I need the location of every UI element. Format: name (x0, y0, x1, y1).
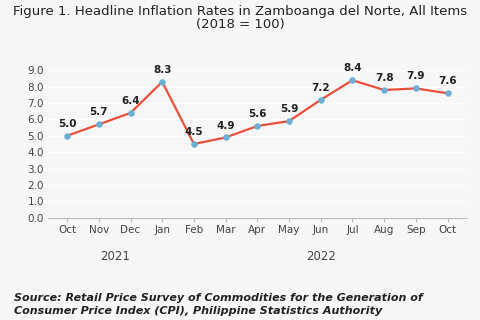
Text: Figure 1. Headline Inflation Rates in Zamboanga del Norte, All Items: Figure 1. Headline Inflation Rates in Za… (13, 5, 467, 18)
Point (158, 79, 166, 84)
Text: Source: Retail Price Survey of Commodities for the Generation of: Source: Retail Price Survey of Commoditi… (14, 293, 422, 303)
Point (95, 122, 102, 127)
Text: 5.9: 5.9 (279, 104, 298, 114)
Text: 7.2: 7.2 (311, 83, 329, 93)
Text: (2018 = 100): (2018 = 100) (196, 18, 284, 31)
Text: 7.6: 7.6 (437, 76, 456, 86)
Point (443, 91, 450, 96)
Text: 7.8: 7.8 (374, 73, 393, 83)
Point (348, 78, 356, 83)
Point (285, 118, 292, 124)
Text: 8.3: 8.3 (153, 65, 171, 75)
Point (221, 135, 229, 140)
Point (253, 124, 261, 129)
Text: 6.4: 6.4 (121, 96, 140, 106)
Text: 5.7: 5.7 (89, 108, 108, 117)
Text: 4.5: 4.5 (184, 127, 203, 137)
Point (411, 86, 419, 91)
Text: 4.9: 4.9 (216, 121, 234, 131)
Text: 5.6: 5.6 (248, 109, 266, 119)
Text: 5.0: 5.0 (58, 119, 76, 129)
Point (190, 141, 197, 147)
Text: 2022: 2022 (305, 250, 335, 263)
Text: 2021: 2021 (99, 250, 129, 263)
Point (126, 110, 134, 116)
Point (380, 87, 387, 92)
Text: 7.9: 7.9 (406, 71, 424, 82)
Text: 8.4: 8.4 (342, 63, 361, 73)
Point (316, 97, 324, 102)
Text: Consumer Price Index (CPI), Philippine Statistics Authority: Consumer Price Index (CPI), Philippine S… (14, 306, 382, 316)
Point (63, 133, 71, 138)
